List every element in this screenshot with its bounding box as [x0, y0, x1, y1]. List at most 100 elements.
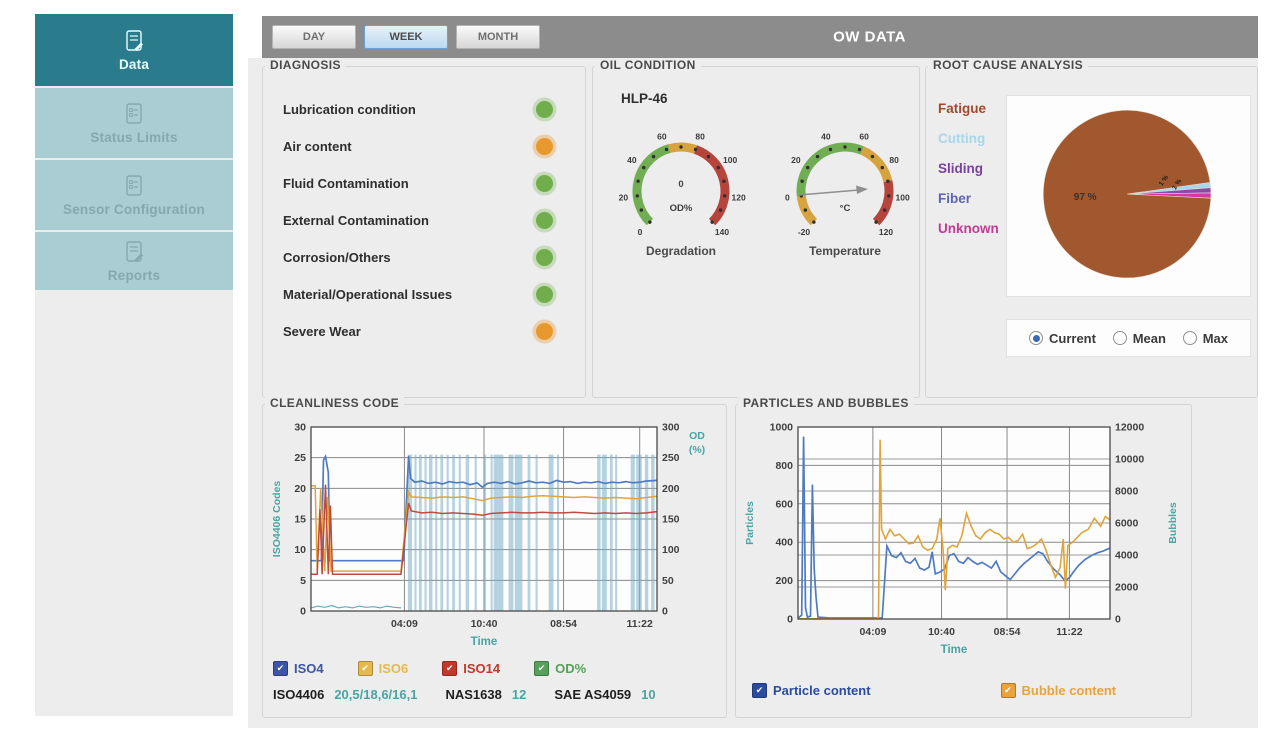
status-dot-orange [536, 323, 553, 340]
svg-text:04:09: 04:09 [859, 626, 886, 638]
cleanliness-panel: CLEANLINESS CODE 0 5 10 15 20 25 30 0 50 100 150 20… [262, 396, 727, 718]
particles-chart: 0200400600800100002000400060008000100001… [744, 422, 1179, 657]
time-range-week-button[interactable]: WEEK [364, 25, 448, 49]
radio-icon[interactable] [1182, 331, 1197, 345]
cleanliness-legend-iso6[interactable]: ✔ ISO6 [357, 661, 409, 676]
code-value: 10 [641, 687, 656, 702]
diagnosis-row-lubrication-condition: Lubrication condition [263, 91, 585, 128]
page-title: OW DATA [833, 28, 907, 46]
svg-text:0: 0 [662, 606, 668, 618]
cleanliness-legend-od[interactable]: ✔ OD% [534, 661, 586, 676]
svg-text:12000: 12000 [1115, 422, 1144, 434]
diagnosis-label: Material/Operational Issues [283, 287, 453, 302]
checkbox-icon[interactable]: ✔ [442, 661, 458, 676]
series-bubble-content [798, 439, 1111, 620]
svg-text:°C: °C [840, 203, 851, 214]
code-name: NAS1638 [445, 687, 502, 702]
diagnosis-label: Corrosion/Others [283, 250, 391, 265]
pie-box: 97 % 1 % 1 % [1006, 95, 1251, 297]
svg-text:60: 60 [657, 131, 667, 141]
diagnosis-label: External Contamination [283, 213, 429, 228]
svg-text:25: 25 [294, 452, 306, 464]
sidebar-item-reports[interactable]: Reports [35, 232, 233, 290]
sidebar-item-label: Status Limits [90, 130, 178, 145]
document-check-icon [126, 175, 142, 196]
checkbox-icon[interactable]: ✔ [752, 683, 767, 698]
checkbox-icon[interactable]: ✔ [1000, 683, 1016, 698]
root-cause-legend-cutting: Cutting [938, 131, 986, 146]
diagnosis-label: Lubrication condition [283, 102, 416, 117]
diagnosis-label: Fluid Contamination [283, 176, 409, 191]
svg-text:300: 300 [662, 422, 680, 434]
svg-text:11:22: 11:22 [627, 618, 653, 630]
particles-legend-bubble-content[interactable]: ✔ Bubble content [1000, 683, 1116, 698]
svg-text:5: 5 [300, 575, 306, 587]
sidebar-item-data[interactable]: Data [35, 14, 233, 86]
svg-text:1000: 1000 [770, 422, 794, 434]
sidebar-item-status-limits[interactable]: Status Limits [35, 88, 233, 158]
radio-icon[interactable] [1029, 331, 1043, 345]
cleanliness-codes-row: ISO4406 20,5/18,6/16,1 NAS1638 12 SAE AS4059… [273, 687, 656, 702]
legend-label: ISO4 [294, 661, 324, 676]
svg-text:(%): (%) [689, 444, 705, 456]
series-od [310, 604, 402, 609]
time-range-buttons: DAY WEEK MONTH [272, 25, 540, 49]
root-cause-legend-fiber: Fiber [938, 191, 972, 206]
checkbox-icon[interactable]: ✔ [534, 661, 550, 676]
sidebar-item-label: Reports [107, 268, 161, 283]
svg-text:80: 80 [889, 155, 899, 165]
svg-text:OD: OD [689, 430, 705, 442]
svg-text:60: 60 [859, 131, 869, 141]
legend-label: OD% [555, 661, 587, 676]
checkbox-icon[interactable]: ✔ [273, 661, 288, 676]
diagnosis-label: Air content [283, 139, 352, 154]
sidebar: Data Status Limits Sensor Configuration Rep… [35, 14, 233, 716]
svg-text:Temperature: Temperature [809, 244, 881, 258]
svg-text:2000: 2000 [1115, 582, 1139, 594]
sidebar-item-label: Data [118, 57, 150, 72]
cleanliness-legend-iso14[interactable]: ✔ ISO14 [442, 661, 500, 676]
diagnosis-row-fluid-contamination: Fluid Contamination [263, 165, 585, 202]
svg-text:250: 250 [662, 452, 680, 464]
time-range-day-button[interactable]: DAY [272, 25, 356, 49]
diagnosis-row-corrosion-others: Corrosion/Others [263, 239, 585, 276]
svg-text:0: 0 [678, 179, 683, 190]
svg-text:10000: 10000 [1115, 454, 1144, 466]
svg-text:0: 0 [300, 606, 306, 618]
root-cause-pie-chart: 97 % 1 % 1 % [1007, 96, 1250, 296]
diagnosis-list: Lubrication condition Air content Fluid Co… [263, 91, 585, 350]
status-dot-green [536, 175, 553, 192]
cleanliness-legend-iso4[interactable]: ✔ ISO4 [273, 661, 324, 676]
radio-icon[interactable] [1112, 331, 1127, 345]
status-dot-green [536, 101, 553, 118]
code-value: 20,5/18,6/16,1 [334, 687, 418, 702]
sidebar-item-sensor-configuration[interactable]: Sensor Configuration [35, 160, 233, 230]
series-particle-content [797, 436, 1111, 619]
checkbox-icon[interactable]: ✔ [357, 661, 373, 676]
particles-legend-particle-content[interactable]: ✔ Particle content [752, 683, 871, 698]
mode-radio-mean[interactable]: Mean [1112, 331, 1166, 346]
svg-text:0: 0 [787, 614, 793, 626]
svg-text:15: 15 [294, 514, 306, 526]
svg-text:04:09: 04:09 [391, 618, 418, 630]
diagnosis-panel: DIAGNOSIS Lubrication condition Air conte… [262, 58, 586, 398]
svg-text:ISO4406 Codes: ISO4406 Codes [271, 481, 283, 558]
status-dot-orange [536, 138, 553, 155]
document-edit-icon [126, 30, 143, 51]
time-range-month-button[interactable]: MONTH [456, 25, 540, 49]
root-cause-legend-fatigue: Fatigue [938, 101, 987, 116]
legend-label: ISO6 [378, 661, 409, 676]
temperature-gauge: -20 0 20 40 60 80 100 120 °C Temperature [785, 131, 910, 258]
svg-text:08:54: 08:54 [550, 618, 577, 630]
degradation-gauge: 0 20 40 60 80 100 120 140 0 OD% Degradation [619, 131, 746, 258]
diagnosis-row-external-contamination: External Contamination [263, 202, 585, 239]
root-cause-panel: ROOT CAUSE ANALYSIS Fatigue Cutting Slidin… [925, 58, 1258, 398]
content-area: DIAGNOSIS Lubrication condition Air conte… [248, 58, 1258, 728]
svg-text:Bubbles: Bubbles [1167, 502, 1179, 544]
mode-radio-max[interactable]: Max [1182, 331, 1228, 346]
status-dot-green [536, 286, 553, 303]
status-dot-green [536, 212, 553, 229]
diagnosis-label: Severe Wear [283, 324, 361, 339]
mode-radio-current[interactable]: Current [1029, 331, 1096, 346]
